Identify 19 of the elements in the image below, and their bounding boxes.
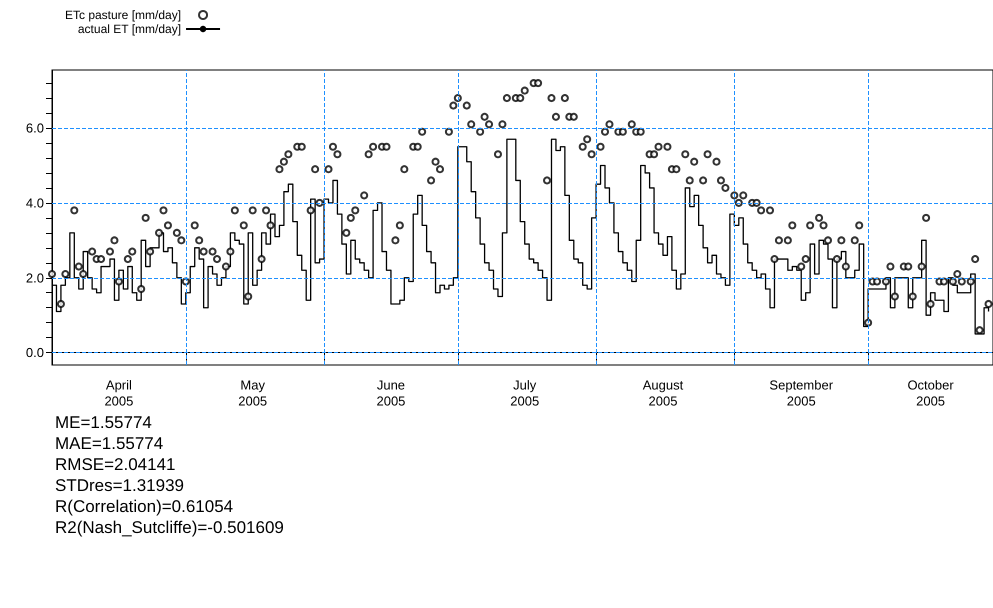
x-tick-label: July 2005 [510,378,540,408]
x-tick-label: October 2005 [907,378,954,408]
legend-label: actual ET [mm/day] [78,22,182,36]
x-tick-label: June 2005 [376,378,406,408]
text: R2(Nash_Sutcliffe)=-0.501609 [55,518,284,537]
y-tick-label: 2.0 [26,270,44,286]
y-tick-label: 0.0 [26,345,44,360]
x-tick-label: April 2005 [104,378,134,408]
text: ME=1.55774 [55,413,152,432]
text: STDres=1.31939 [55,476,184,495]
x-tick-label: May 2005 [238,378,268,408]
y-tick-label: 6.0 [26,120,44,136]
x-tick-label: August 2005 [642,378,684,408]
y-tick-label: 4.0 [26,195,44,210]
legend-label: ETc pasture [mm/day] [64,8,182,22]
text: MAE=1.55774 [55,434,164,453]
text: R(Correlation)=0.61054 [55,497,234,516]
x-tick-label: September 2005 [769,378,834,408]
text: RMSE=2.04141 [55,455,176,474]
